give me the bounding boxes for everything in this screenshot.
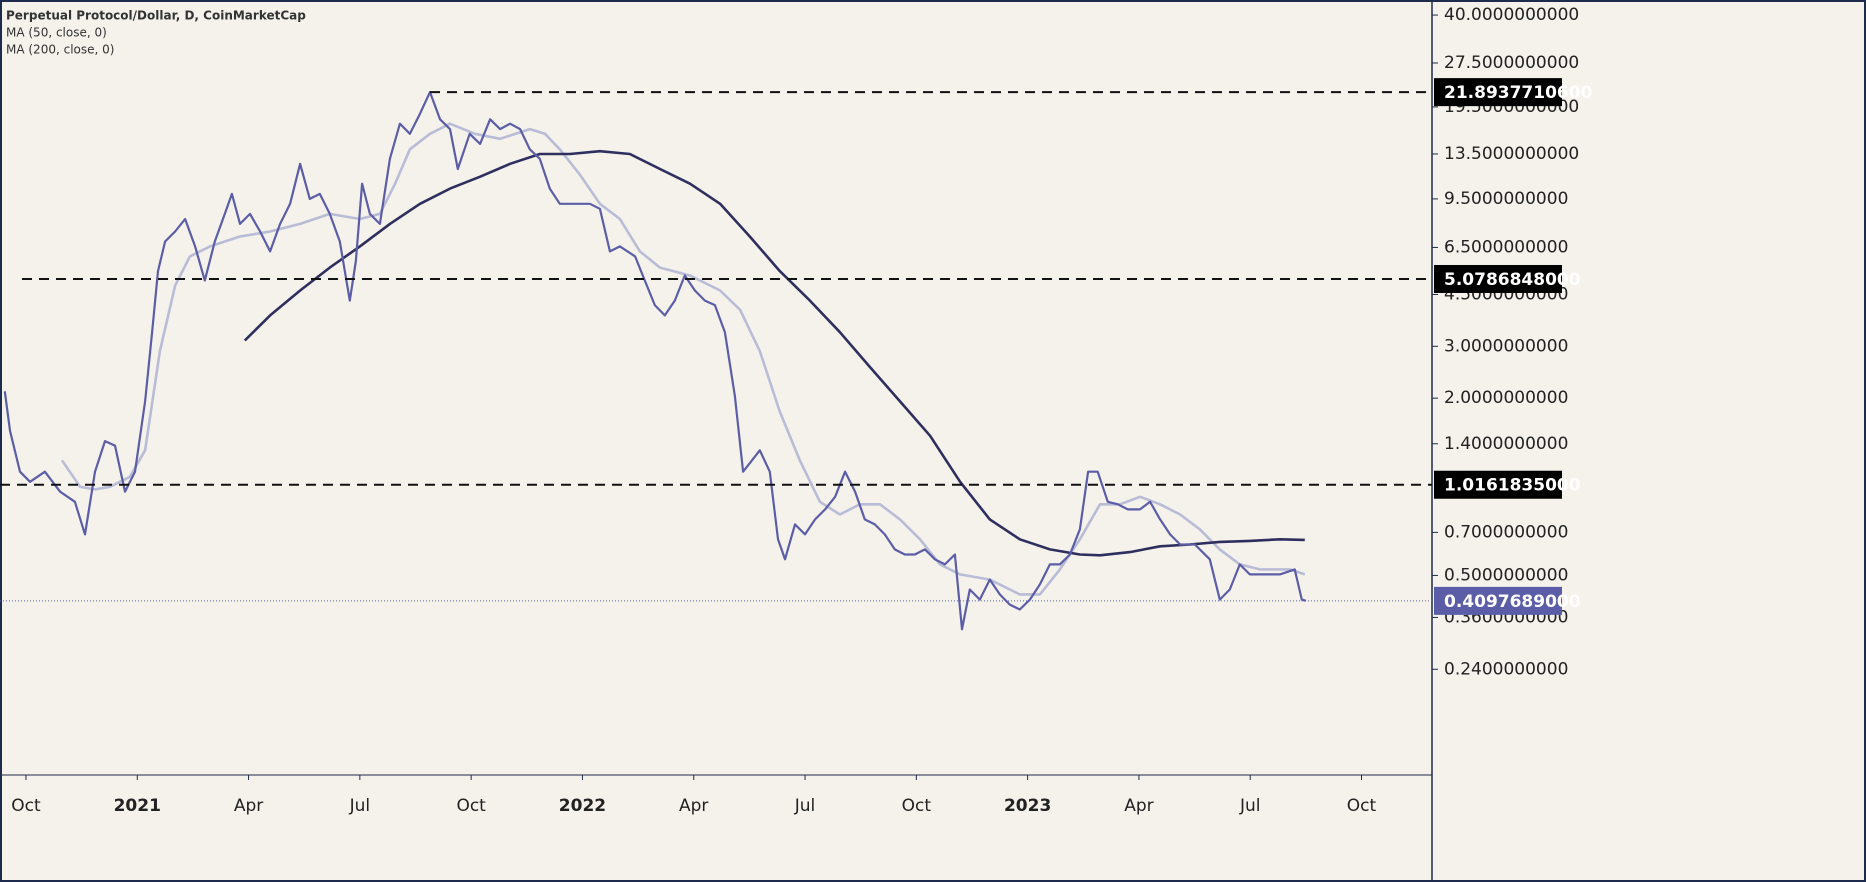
x-tick-label: Oct [11,796,41,816]
legend-entry: MA (200, close, 0) [6,43,114,57]
y-tick-label: 9.5000000000 [1444,189,1568,209]
y-tick-label: 1.4000000000 [1444,434,1568,454]
level-label: 5.0786848000 [1444,270,1581,290]
legend-entry: MA (50, close, 0) [6,26,107,40]
x-tick-label: 2023 [1004,796,1051,816]
y-tick-label: 40.0000000000 [1444,5,1579,25]
level-label-box [1434,264,1562,293]
level-label: 21.8937710600 [1444,83,1593,103]
y-tick-label: 13.5000000000 [1444,144,1579,164]
last-price-label: 0.4097689000 [1444,592,1581,612]
x-tick-label: Oct [456,796,486,816]
x-tick-label: 2022 [559,796,606,816]
x-tick-label: 2021 [114,796,161,816]
x-tick-label: Apr [679,796,708,816]
level-label: 1.0161835000 [1444,476,1581,496]
x-tick-label: Oct [1347,796,1377,816]
x-tick-label: Apr [1124,796,1153,816]
x-tick-label: Jul [349,796,371,816]
y-tick-label: 0.7000000000 [1444,522,1568,542]
y-tick-label: 0.5000000000 [1444,565,1568,585]
y-tick-label: 27.5000000000 [1444,53,1579,73]
price-line [3,91,1307,631]
moving-average-line [60,122,1306,596]
x-tick-label: Oct [902,796,932,816]
chart-title: Perpetual Protocol/Dollar, D, CoinMarket… [6,9,306,23]
x-tick-label: Jul [794,796,816,816]
y-tick-label: 3.0000000000 [1444,336,1568,356]
level-label-box [1434,78,1562,107]
last-price-box [1434,586,1562,615]
y-tick-label: 2.0000000000 [1444,388,1568,408]
y-tick-label: 0.2400000000 [1444,659,1568,679]
x-tick-label: Jul [1239,796,1261,816]
level-label-box [1434,470,1562,499]
y-tick-label: 6.5000000000 [1444,237,1568,257]
x-tick-label: Apr [234,796,263,816]
moving-average-line [243,149,1305,557]
